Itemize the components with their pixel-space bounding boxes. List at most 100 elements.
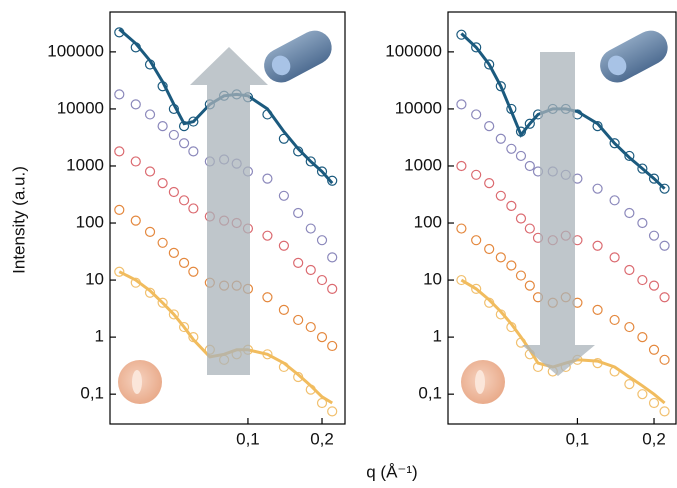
- x-tick-label: 0,1: [566, 429, 590, 448]
- y-tick-label: 10: [85, 270, 104, 289]
- y-tick-label: 100000: [385, 41, 442, 60]
- data-point: [327, 252, 338, 263]
- data-point: [188, 266, 199, 277]
- y-tick-label: 100: [414, 213, 442, 232]
- data-point: [637, 163, 648, 174]
- data-point: [659, 183, 670, 194]
- x-tick-label: 0,2: [310, 429, 334, 448]
- data-point: [524, 280, 535, 291]
- data-point: [305, 321, 316, 333]
- data-point: [471, 235, 482, 246]
- data-point: [178, 321, 190, 333]
- data-point: [592, 304, 603, 316]
- data-point: [592, 183, 603, 194]
- data-point: [157, 237, 168, 248]
- arrows: [190, 47, 595, 376]
- data-point: [130, 99, 141, 110]
- data-point: [495, 81, 506, 92]
- data-point: [144, 109, 156, 120]
- data-point: [316, 274, 328, 286]
- data-point: [609, 252, 620, 263]
- data-point: [624, 321, 635, 333]
- data-point: [524, 223, 535, 234]
- cylinder-icon-left: [264, 30, 332, 83]
- y-tick-label: 0,1: [80, 384, 104, 403]
- data-point: [456, 160, 467, 172]
- data-point: [157, 178, 168, 189]
- y-tick-label: 100: [76, 213, 104, 232]
- data-point: [262, 292, 273, 303]
- data-point: [262, 173, 273, 184]
- data-point: [637, 332, 648, 343]
- data-point: [624, 207, 635, 219]
- data-point: [278, 240, 290, 251]
- data-point: [524, 160, 535, 172]
- data-point: [293, 257, 304, 268]
- data-point: [278, 190, 290, 201]
- data-point: [114, 146, 125, 157]
- data-point: [484, 59, 495, 70]
- data-point: [506, 260, 517, 271]
- data-point: [648, 344, 660, 355]
- data-point: [144, 226, 156, 237]
- data-point: [495, 133, 506, 144]
- data-point: [293, 207, 304, 219]
- cylinder-icon-right: [600, 30, 668, 83]
- data-point: [637, 389, 648, 400]
- data-point: [130, 156, 141, 167]
- data-point: [659, 292, 670, 303]
- data-point: [456, 29, 467, 40]
- y-tick-label: 0,1: [418, 384, 442, 403]
- data-point: [495, 252, 506, 263]
- data-point: [456, 223, 467, 234]
- data-point: [659, 240, 670, 251]
- data-point: [524, 118, 535, 129]
- y-tick-label: 10: [423, 270, 442, 289]
- data-point: [144, 287, 156, 298]
- y-tick-label: 10000: [395, 98, 442, 117]
- y-tick-label: 1: [433, 327, 442, 346]
- data-point: [609, 195, 620, 206]
- sphere-icon-left: [118, 360, 162, 404]
- data-point: [624, 379, 635, 390]
- data-point: [471, 109, 482, 120]
- data-point: [316, 332, 328, 343]
- data-point: [659, 354, 670, 365]
- data-point: [327, 406, 338, 417]
- data-point: [316, 166, 328, 177]
- data-point: [188, 146, 199, 157]
- down-arrow: [522, 52, 595, 376]
- data-point: [114, 266, 125, 277]
- data-point: [188, 203, 199, 214]
- data-point: [178, 257, 190, 268]
- y-tick-label: 100000: [47, 41, 104, 60]
- data-point: [471, 169, 482, 180]
- data-point: [157, 120, 168, 132]
- plot-frame: [109, 11, 346, 425]
- data-point: [327, 283, 338, 295]
- y-tick-label: 10000: [57, 98, 104, 117]
- data-point: [316, 235, 328, 246]
- data-point: [305, 156, 316, 167]
- data-point: [471, 283, 482, 295]
- y-tick-label: 1000: [404, 155, 442, 174]
- data-point: [327, 175, 338, 186]
- data-point: [637, 274, 648, 286]
- data-point: [168, 186, 179, 198]
- data-point: [114, 89, 125, 100]
- data-point: [506, 143, 517, 154]
- data-point: [471, 42, 482, 53]
- plot-frame: [447, 11, 677, 425]
- data-point: [278, 304, 290, 316]
- data-point: [495, 190, 506, 201]
- data-point: [624, 150, 635, 162]
- data-point: [484, 178, 495, 189]
- data-point: [157, 297, 168, 308]
- data-point: [484, 243, 495, 255]
- data-point: [168, 247, 179, 258]
- y-tick-label: 1: [95, 327, 104, 346]
- data-point: [637, 217, 648, 229]
- data-point: [648, 230, 660, 241]
